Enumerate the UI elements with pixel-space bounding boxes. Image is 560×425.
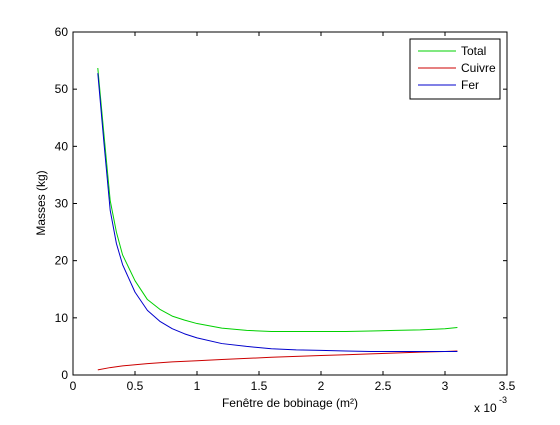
x-tick-label: 1	[194, 379, 201, 393]
y-tick-label: 60	[55, 25, 69, 39]
legend: Total Cuivre Fer	[410, 39, 500, 99]
x-axis-label: Fenêtre de bobinage (m²)	[222, 396, 358, 410]
x-tick-label: 2.5	[375, 379, 392, 393]
y-tick-label: 40	[55, 139, 69, 153]
x-scale-label: x 10	[474, 401, 497, 415]
legend-label-fer: Fer	[461, 78, 479, 92]
x-tick-label: 2	[318, 379, 325, 393]
x-tick-label: 0	[70, 379, 77, 393]
legend-label-cuivre: Cuivre	[461, 61, 496, 75]
x-scale-exponent: -3	[499, 395, 507, 405]
x-tick-label: 3.5	[499, 379, 516, 393]
x-scale-multiplier: x 10 -3	[474, 395, 507, 415]
y-tick-label: 30	[55, 197, 69, 211]
y-tick-label: 20	[55, 254, 69, 268]
x-tick-label: 0.5	[127, 379, 144, 393]
y-tick-label: 10	[55, 311, 69, 325]
x-tick-label: 1.5	[251, 379, 268, 393]
y-axis-label: Masses (kg)	[34, 170, 48, 235]
legend-label-total: Total	[461, 44, 486, 58]
y-tick-label: 50	[55, 82, 69, 96]
y-tick-label: 0	[61, 368, 68, 382]
x-tick-label: 3	[442, 379, 449, 393]
